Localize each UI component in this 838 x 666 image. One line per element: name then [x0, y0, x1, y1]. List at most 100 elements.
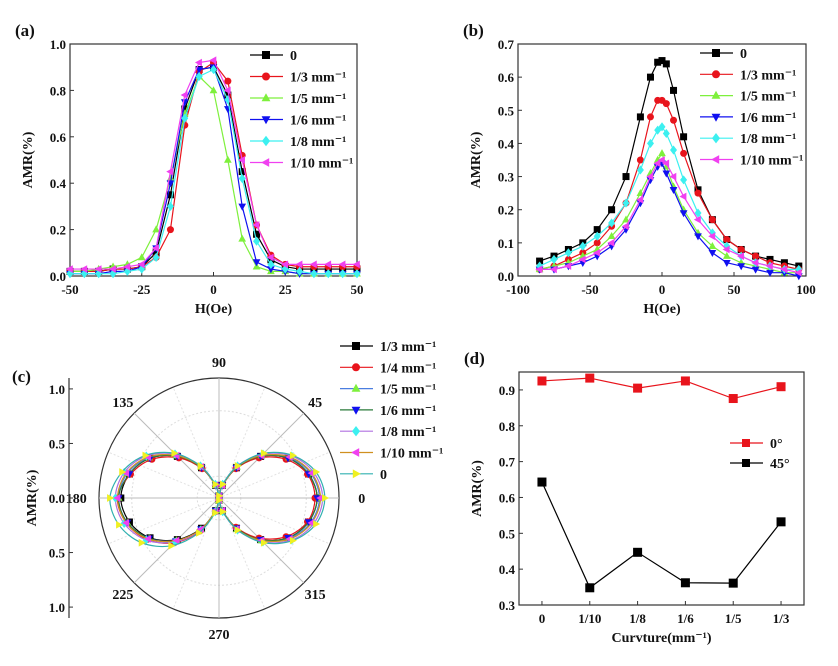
marker-triangle-left	[307, 469, 315, 478]
marker-triangle-up	[607, 232, 616, 240]
marker-triangle-up	[722, 251, 731, 259]
marker-circle	[646, 113, 654, 121]
marker-circle	[593, 239, 601, 247]
marker-triangle-left	[172, 536, 180, 545]
legend-entry: 0	[250, 49, 297, 64]
legend-entry: 1/8 mm⁻¹	[700, 132, 796, 147]
marker-diamond	[238, 174, 246, 184]
marker-square	[181, 105, 189, 113]
marker-diamond	[550, 254, 558, 264]
panel-label: (d)	[464, 349, 485, 368]
marker-triangle-left	[578, 255, 586, 264]
marker-triangle-left	[662, 159, 670, 168]
angle-tick-label: 135	[112, 396, 133, 411]
legend-label: 1/4 mm⁻¹	[380, 361, 436, 376]
angle-tick-label: 180	[66, 492, 87, 507]
marker-triangle-right	[219, 507, 227, 516]
marker-triangle-left	[549, 265, 557, 274]
marker-triangle-left	[564, 262, 572, 270]
polar-grid-spoke	[218, 451, 331, 499]
marker-square	[622, 173, 630, 181]
x-tick-label: 1/5	[725, 611, 742, 626]
marker-triangle-down	[261, 116, 271, 125]
marker-triangle-left	[780, 265, 788, 274]
marker-diamond	[564, 248, 572, 258]
marker-square	[670, 86, 678, 94]
x-tick-label: 0	[659, 282, 666, 297]
marker-triangle-down	[751, 266, 760, 274]
marker-diamond	[622, 198, 630, 208]
marker-square	[662, 60, 670, 68]
y-tick-label: 0.5	[499, 526, 516, 541]
marker-circle	[708, 216, 716, 224]
marker-triangle-down	[195, 66, 203, 74]
marker-square	[352, 342, 360, 350]
angle-tick-label: 225	[112, 588, 133, 603]
marker-triangle-left	[122, 469, 130, 478]
marker-triangle-left	[261, 158, 270, 167]
x-tick-label: 1/3	[773, 611, 790, 626]
legend-entry: 1/4 mm⁻¹	[340, 361, 436, 376]
x-tick-label: 100	[796, 282, 816, 297]
series	[107, 449, 330, 550]
marker-triangle-right	[119, 468, 127, 476]
marker-triangle-left	[621, 222, 629, 231]
polar-grid-spoke	[218, 497, 266, 610]
marker-triangle-right	[216, 496, 224, 505]
marker-triangle-up	[622, 215, 630, 223]
series-line	[541, 377, 782, 400]
series	[536, 122, 803, 274]
y-tick-label: 0.6	[499, 490, 516, 505]
legend-label: 1/5 mm⁻¹	[290, 92, 346, 107]
legend-label: 1/8 mm⁻¹	[290, 135, 346, 150]
panel-label: (c)	[12, 367, 31, 386]
y-tick-label: 0.6	[50, 130, 67, 145]
legend-entry: 1/10 mm⁻¹	[250, 157, 353, 172]
marker-triangle-down	[737, 263, 746, 271]
legend-label: 1/3 mm⁻¹	[290, 71, 346, 86]
legend-entry: 1/5 mm⁻¹	[340, 383, 436, 398]
marker-triangle-left	[123, 262, 131, 271]
marker-triangle-left	[143, 535, 151, 543]
marker-triangle-right	[313, 520, 321, 528]
legend-entry: 1/6 mm⁻¹	[340, 404, 436, 419]
series-line	[539, 125, 799, 270]
marker-triangle-down	[267, 266, 275, 274]
marker-diamond	[579, 241, 587, 251]
marker-triangle-right	[107, 494, 115, 502]
x-tick-label: 0	[539, 611, 546, 626]
marker-diamond	[166, 201, 174, 211]
legend-label: 1/6 mm⁻¹	[380, 404, 436, 419]
legend-label: 1/10 mm⁻¹	[290, 157, 353, 172]
marker-triangle-left	[607, 239, 615, 247]
x-tick-label: 25	[279, 282, 293, 297]
marker-triangle-left	[711, 155, 720, 164]
marker-triangle-left	[281, 260, 289, 269]
marker-square	[776, 382, 786, 392]
marker-square	[238, 168, 246, 176]
marker-triangle-right	[196, 529, 204, 537]
radial-tick-label: 0.0	[49, 491, 65, 506]
marker-circle	[712, 70, 720, 79]
marker-triangle-left	[194, 58, 202, 67]
legend-entry: 1/3 mm⁻¹	[250, 71, 346, 86]
marker-diamond	[138, 264, 146, 274]
legend: 0 1/3 mm⁻¹ 1/5 mm⁻¹ 1/6 mm⁻¹ 1/8 mm⁻¹ 1/10 mm…	[700, 47, 803, 169]
marker-triangle-right	[138, 538, 146, 547]
marker-diamond	[152, 252, 160, 262]
legend-entry: 45°	[730, 457, 790, 472]
y-tick-label: 0.4	[498, 136, 515, 151]
y-tick-label: 0.1	[498, 236, 514, 251]
marker-triangle-down	[711, 113, 721, 122]
marker-diamond	[296, 266, 304, 276]
radial-tick-label: 0.5	[49, 546, 66, 561]
y-axis-label: AMR(%)	[469, 131, 484, 188]
marker-triangle-right	[260, 538, 268, 547]
plot-frame	[518, 371, 805, 606]
marker-circle	[662, 100, 670, 108]
marker-diamond	[723, 241, 731, 251]
marker-triangle-left	[196, 525, 204, 534]
y-tick-label: 0.2	[50, 223, 66, 238]
x-tick-label: 50	[728, 282, 741, 297]
marker-square	[152, 249, 160, 257]
